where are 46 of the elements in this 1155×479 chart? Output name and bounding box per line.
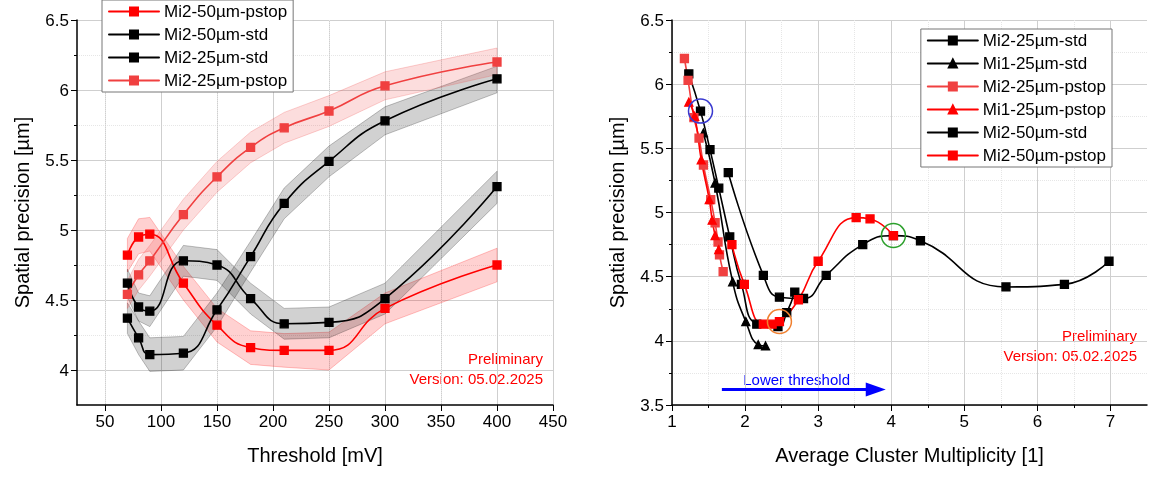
y-tick-label: 6 bbox=[654, 74, 664, 94]
y-tick-label: 6.5 bbox=[640, 10, 664, 30]
annotation: Preliminary bbox=[467, 350, 544, 368]
x-tick-label: 2 bbox=[740, 412, 750, 431]
x-tick-label: 200 bbox=[258, 412, 288, 431]
x-tick-label: 6 bbox=[1032, 412, 1043, 431]
x-tick-label: 100 bbox=[146, 412, 176, 431]
y-tick-label: 5 bbox=[654, 203, 664, 222]
x-tick-label: 250 bbox=[314, 412, 344, 431]
legend-label: Mi2-50µm-std bbox=[164, 25, 269, 44]
legend-label: Mi2-25µm-std bbox=[982, 31, 1088, 50]
y-tick-label: 6.5 bbox=[45, 10, 69, 30]
legend-label: Mi2-50µm-pstop bbox=[982, 146, 1106, 165]
legend-label: Mi2-25µm-std bbox=[164, 48, 269, 67]
legend-label: Mi1-25µm-pstop bbox=[982, 100, 1106, 119]
legend-label: Mi1-25µm-std bbox=[982, 54, 1088, 73]
x-tick-label: 5 bbox=[959, 412, 970, 431]
y-tick-label: 5 bbox=[59, 220, 69, 240]
x-tick-label: 3 bbox=[813, 412, 823, 431]
legend-label: Mi2-25µm-pstop bbox=[164, 71, 288, 90]
x-axis-title: Threshold [mV] bbox=[247, 444, 383, 466]
x-tick-label: 450 bbox=[538, 412, 568, 431]
x-tick-label: 150 bbox=[202, 412, 232, 431]
x-tick-label: 300 bbox=[370, 412, 400, 431]
y-axis-title: Spatial precision [µm] bbox=[606, 116, 628, 309]
x-tick-label: 4 bbox=[886, 412, 896, 431]
x-tick-label: 50 bbox=[95, 412, 115, 431]
x-tick-label: 1 bbox=[667, 412, 677, 431]
y-tick-label: 6 bbox=[59, 80, 69, 100]
x-tick-label: 350 bbox=[426, 412, 456, 431]
legend-label: Mi2-50µm-pstop bbox=[164, 2, 288, 21]
y-tick-label: 4 bbox=[654, 331, 664, 351]
y-tick-label: 5.5 bbox=[640, 138, 664, 158]
annotation: Preliminary bbox=[1061, 327, 1138, 344]
y-tick-label: 3.5 bbox=[640, 395, 664, 415]
y-tick-label: 5.5 bbox=[45, 150, 69, 170]
y-tick-label: 4 bbox=[59, 360, 69, 380]
legend-label: Mi2-50µm-std bbox=[982, 123, 1088, 142]
legend-label: Mi2-25µm-pstop bbox=[982, 77, 1106, 96]
annotation: Version: 05.02.2025 bbox=[1003, 347, 1138, 364]
y-axis-title: Spatial precision [µm] bbox=[11, 116, 33, 309]
x-tick-label: 7 bbox=[1105, 412, 1116, 431]
y-tick-label: 4.5 bbox=[640, 267, 664, 287]
x-tick-label: 400 bbox=[482, 412, 512, 431]
y-tick-label: 4.5 bbox=[45, 290, 69, 310]
x-axis-title: Average Cluster Multiplicity [1] bbox=[775, 444, 1044, 466]
